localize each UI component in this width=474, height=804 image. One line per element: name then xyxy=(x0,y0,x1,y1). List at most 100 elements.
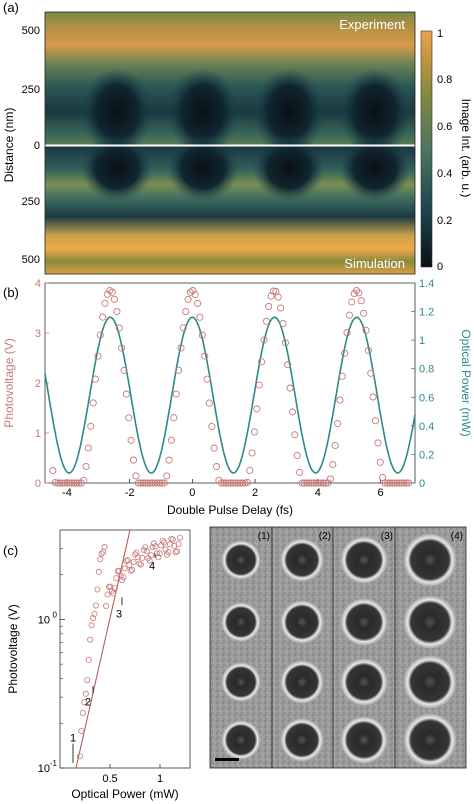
photovoltage-marker xyxy=(170,414,178,422)
heatmap-panel-a xyxy=(44,11,416,275)
microscope-dot xyxy=(280,538,324,582)
photovoltage-marker xyxy=(54,479,62,487)
photovoltage-vs-power-marker xyxy=(142,544,149,551)
annotation-2: 2 xyxy=(85,697,91,709)
photovoltage-marker xyxy=(341,349,349,357)
panel-label-b: (b) xyxy=(3,285,19,300)
cbar-tick-0-8: 0.8 xyxy=(437,74,452,86)
plot-c-xlabel: Optical Power (mW) xyxy=(71,787,178,801)
dark-lobe-bottom-1 xyxy=(81,134,153,202)
photovoltage-marker xyxy=(402,479,410,487)
plot-c-frame xyxy=(59,529,191,769)
photovoltage-marker xyxy=(262,317,270,325)
photovoltage-marker xyxy=(367,369,375,377)
ytick-a-500-bottom: 500 xyxy=(22,254,40,266)
dark-lobe-top-3 xyxy=(253,68,325,156)
photovoltage-marker xyxy=(362,326,370,334)
photovoltage-marker xyxy=(279,319,287,328)
photovoltage-marker xyxy=(205,399,213,407)
photovoltage-vs-power-marker xyxy=(121,565,128,572)
photovoltage-marker xyxy=(103,290,111,298)
photovoltage-vs-power-marker xyxy=(78,728,85,735)
photovoltage-marker xyxy=(148,479,157,487)
photovoltage-marker xyxy=(398,479,406,487)
photovoltage-vs-power-marker xyxy=(94,586,101,593)
annotation-3: 3 xyxy=(116,608,122,620)
photovoltage-vs-power-marker xyxy=(87,636,94,643)
photovoltage-marker xyxy=(296,468,304,476)
photovoltage-marker xyxy=(177,344,185,352)
photovoltage-vs-power-marker xyxy=(155,554,162,561)
photovoltage-vs-power-marker xyxy=(129,566,136,573)
photovoltage-vs-power-marker xyxy=(153,550,160,557)
photovoltage-vs-power-marker xyxy=(82,690,89,697)
photovoltage-marker xyxy=(234,479,242,487)
photovoltage-vs-power-marker xyxy=(127,567,134,574)
photovoltage-vs-power-marker xyxy=(104,591,111,598)
microscope-dot xyxy=(403,655,457,709)
photovoltage-marker xyxy=(360,309,368,317)
photovoltage-marker xyxy=(139,479,147,487)
image-label-1: (1) xyxy=(258,531,270,542)
photovoltage-marker xyxy=(374,439,382,447)
photovoltage-marker xyxy=(395,479,403,487)
photovoltage-marker xyxy=(239,479,247,487)
plot-b: -4 -2 0 2 4 6 0 1 2 3 4 0 0.2 0.4 0.6 0.8 1 1.2 1.4 xyxy=(35,278,434,499)
photovoltage-marker xyxy=(383,479,391,487)
ytick-b-right-label: 0.6 xyxy=(419,392,434,404)
microscope-dot xyxy=(280,660,324,704)
photovoltage-marker xyxy=(84,444,92,452)
photovoltage-vs-power-marker xyxy=(152,543,159,550)
ytick-c-exponent-0: -1 xyxy=(50,759,58,768)
photovoltage-vs-power-marker xyxy=(85,656,92,663)
photovoltage-marker xyxy=(146,479,154,487)
photovoltage-marker xyxy=(348,298,356,306)
microscope-dot xyxy=(221,720,261,760)
photovoltage-marker xyxy=(122,390,130,398)
photovoltage-marker xyxy=(293,451,301,460)
photovoltage-marker xyxy=(355,289,363,297)
photovoltage-vs-power-marker xyxy=(176,534,183,541)
photovoltage-marker xyxy=(277,304,285,312)
ytick-b-right-label: 1.4 xyxy=(419,278,434,290)
photovoltage-vs-power-marker xyxy=(123,558,130,565)
photovoltage-vs-power-marker xyxy=(159,537,166,544)
scale-bar xyxy=(215,758,239,761)
photovoltage-marker xyxy=(89,399,97,407)
plot-b-xlabel: Double Pulse Delay (fs) xyxy=(167,503,293,517)
microscope-dot xyxy=(221,540,261,580)
photovoltage-marker xyxy=(253,405,261,413)
photovoltage-marker xyxy=(196,313,204,321)
cbar-tick-1: 1 xyxy=(437,28,443,40)
photovoltage-marker xyxy=(153,479,161,487)
photovoltage-marker xyxy=(310,479,318,487)
photovoltage-marker xyxy=(134,479,142,487)
annotation-4: 4 xyxy=(149,561,155,573)
dark-lobe-bottom-2 xyxy=(167,134,239,202)
xtick-c-label: 0.5 xyxy=(102,773,117,785)
photovoltage-vs-power-marker xyxy=(119,577,126,584)
annotation-1: 1 xyxy=(70,733,76,745)
image-label-3: (3) xyxy=(381,531,393,542)
photovoltage-marker xyxy=(137,479,145,487)
photovoltage-marker xyxy=(229,479,237,487)
photovoltage-marker xyxy=(158,479,166,487)
photovoltage-vs-power-marker xyxy=(169,536,176,543)
panel-label-a: (a) xyxy=(3,0,19,15)
ytick-a-250-top: 250 xyxy=(22,84,40,96)
plot-b-ylabel-right: Optical Power (mW) xyxy=(459,329,473,436)
ytick-b-left-label: 4 xyxy=(35,278,41,290)
photovoltage-marker xyxy=(191,290,199,298)
photovoltage-marker xyxy=(274,293,282,301)
photovoltage-vs-power-marker xyxy=(174,548,181,555)
fit-line xyxy=(75,529,131,769)
photovoltage-vs-power-marker xyxy=(175,541,182,548)
photovoltage-vs-power-marker xyxy=(137,561,144,568)
ytick-b-left-label: 0 xyxy=(35,478,41,490)
photovoltage-marker xyxy=(120,366,128,374)
photovoltage-marker xyxy=(305,479,313,487)
image-label-2: (2) xyxy=(319,531,331,542)
photovoltage-marker xyxy=(319,479,327,487)
photovoltage-marker xyxy=(210,444,218,452)
